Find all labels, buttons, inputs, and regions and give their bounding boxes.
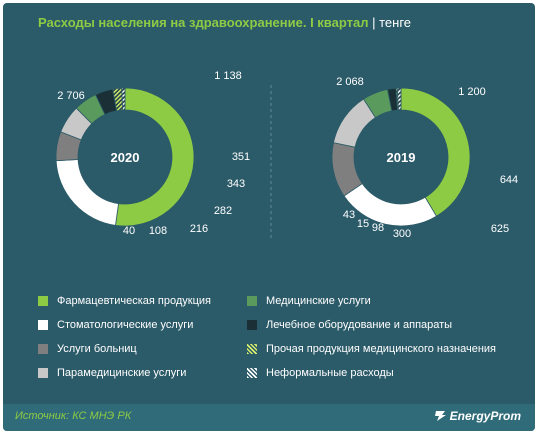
donut-hole (354, 110, 448, 204)
legend-label: Стоматологические услуги (57, 319, 194, 331)
legend-swatch (247, 344, 257, 354)
title-main: Расходы населения на здравоохранение. I … (38, 15, 369, 30)
infographic-panel: Расходы населения на здравоохранение. I … (3, 3, 535, 431)
data-label: 15 (357, 218, 369, 230)
donut-charts: 2020 2 706 1 138 351 343 282 216 108 40 2019 2 068… (55, 70, 518, 241)
legend-swatch (38, 296, 48, 306)
legend-label: Неформальные расходы (266, 367, 394, 379)
donut-2020-slice-0 (115, 87, 195, 227)
brand-name: EnergyProm (449, 409, 521, 423)
legend-swatch (247, 368, 257, 378)
data-label: 108 (149, 225, 167, 237)
footer: Источник: КС МНЭ РК EnergyProm (3, 404, 535, 431)
legend-swatch (38, 368, 48, 378)
chart-title: Расходы населения на здравоохранение. I … (38, 15, 411, 30)
legend-item: Прочая продукция медицинского назначения (247, 342, 496, 356)
data-label: 2 068 (336, 76, 364, 88)
data-label: 40 (123, 225, 135, 237)
legend-label: Фармацевтическая продукция (57, 295, 211, 307)
lightning-icon (434, 411, 446, 421)
legend-item: Фармацевтическая продукция (38, 294, 211, 308)
legend-swatch (38, 320, 48, 330)
donut-center-label: 2019 (387, 150, 416, 165)
source-note: Источник: КС МНЭ РК (15, 410, 132, 422)
title-separator: | (372, 15, 376, 30)
data-label: 644 (500, 174, 518, 186)
data-label: 300 (393, 228, 411, 240)
donut-hole (78, 110, 172, 204)
data-label: 343 (227, 178, 245, 190)
brand-logo: EnergyProm (433, 409, 521, 423)
legend-swatch (38, 344, 48, 354)
legend-label: Лечебное оборудование и аппараты (266, 319, 453, 331)
legend-item: Медицинские услуги (247, 294, 371, 308)
legend-swatch (247, 296, 257, 306)
data-label: 43 (343, 209, 355, 221)
legend-item: Лечебное оборудование и аппараты (247, 318, 452, 332)
data-label: 1 200 (458, 86, 486, 98)
data-label: 2 706 (57, 90, 85, 102)
data-label: 216 (190, 223, 208, 235)
legend-swatch (247, 320, 257, 330)
legend-label: Парамедицинские услуги (57, 367, 187, 379)
legend-item: Парамедицинские услуги (38, 366, 186, 380)
data-label: 98 (372, 222, 384, 234)
donut-center-label: 2020 (111, 150, 140, 165)
data-label: 1 138 (214, 70, 242, 82)
title-unit: тенге (379, 15, 412, 30)
legend-item: Стоматологические услуги (38, 318, 193, 332)
legend-label: Услуги больниц (57, 343, 137, 355)
data-label: 351 (232, 151, 250, 163)
legend-item: Неформальные расходы (247, 366, 394, 380)
data-label: 282 (214, 205, 232, 217)
legend-label: Прочая продукция медицинского назначения (266, 343, 497, 355)
data-label: 625 (491, 223, 509, 235)
legend-label: Медицинские услуги (266, 295, 371, 307)
legend-item: Услуги больниц (38, 342, 137, 356)
donut-2020: 2020 2 706 1 138 351 343 282 216 108 40 (55, 70, 250, 237)
